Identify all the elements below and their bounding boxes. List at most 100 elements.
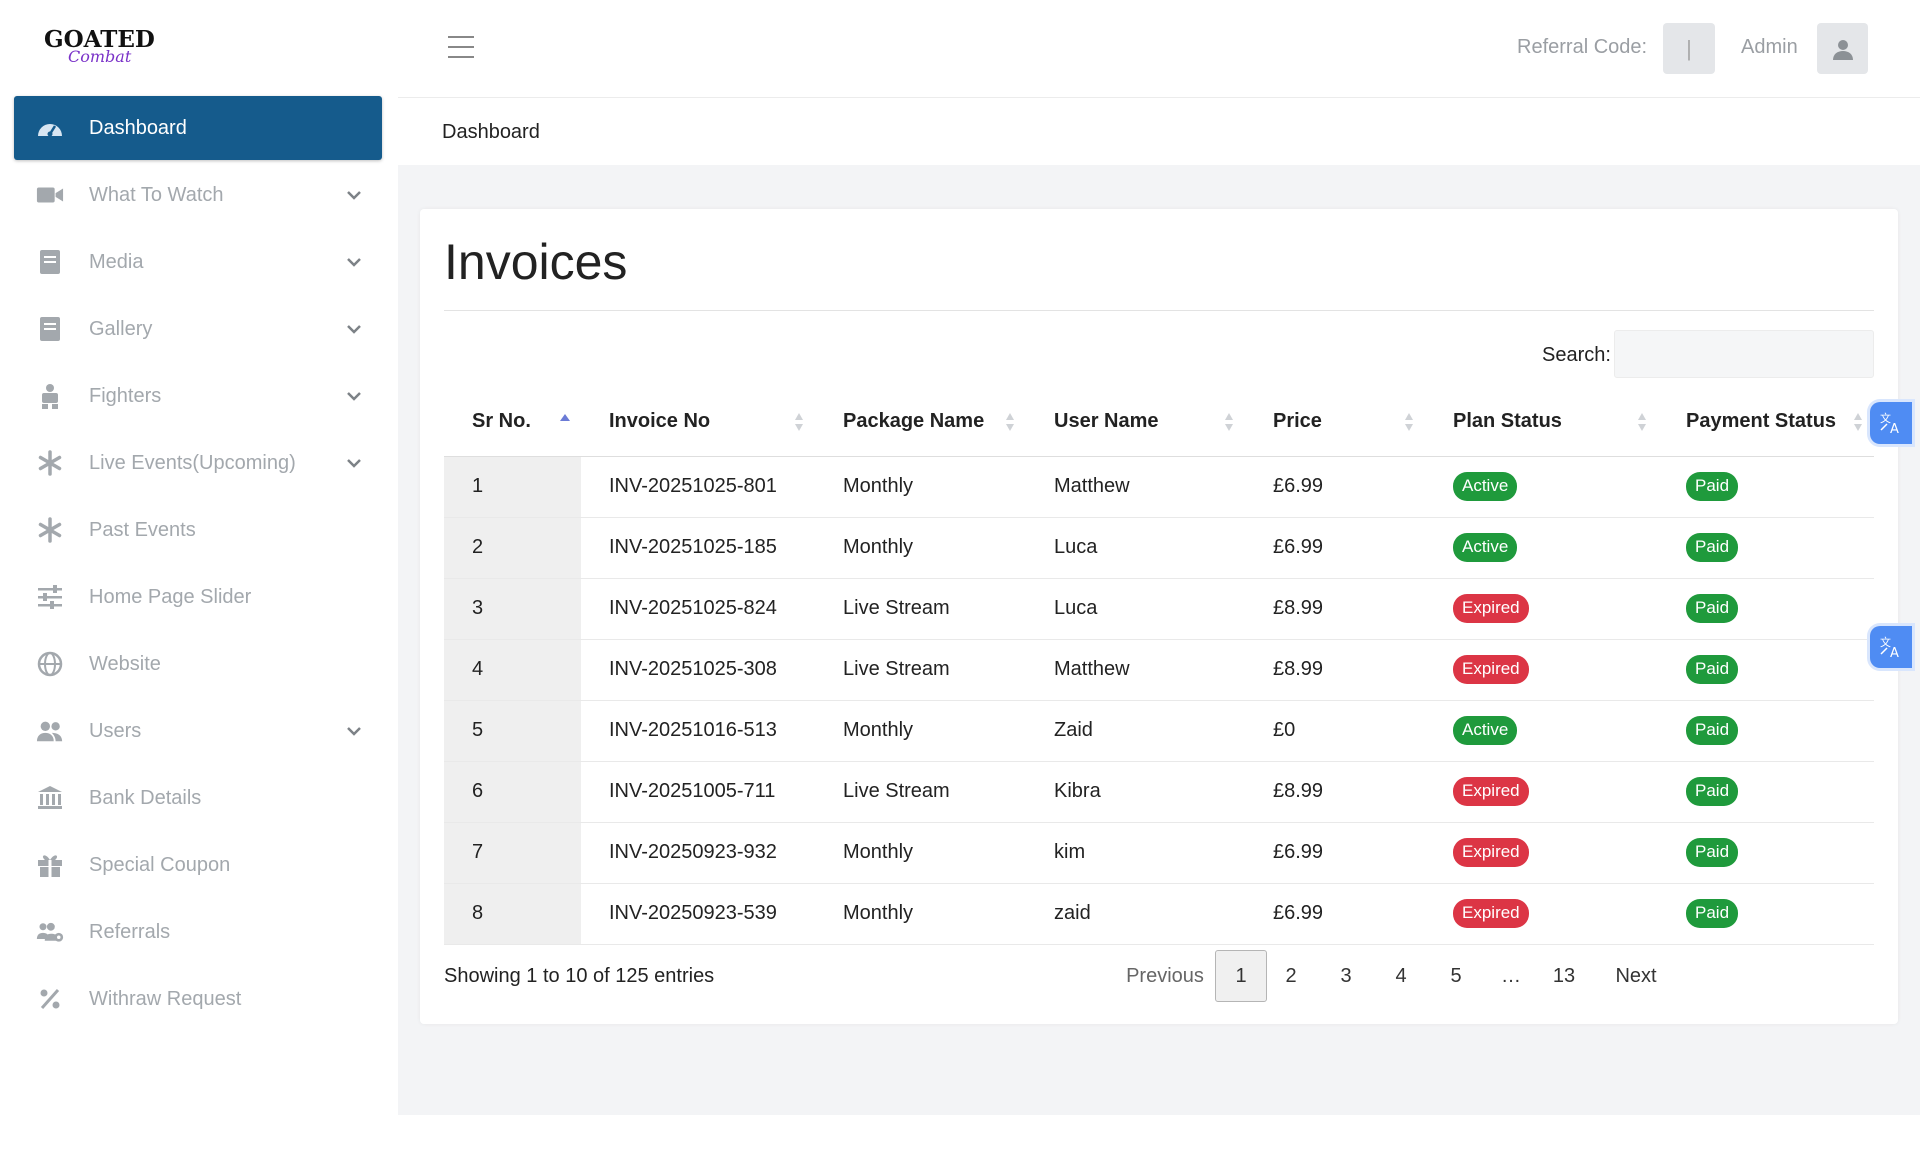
sidebar-item-what-to-watch[interactable]: What To Watch [14,163,382,227]
table-row: 5 INV-20251016-513 Monthly Zaid £0 Active Paid [444,700,1874,762]
chevron-down-icon[interactable] [344,252,364,272]
cell-price: £8.99 [1245,761,1425,823]
plan-status-badge: Active [1453,472,1518,501]
sidebar-item-gallery[interactable]: Gallery [14,297,382,361]
sidebar-item-label: Live Events(Upcoming) [89,451,296,474]
sidebar-item-live-events-upcoming[interactable]: Live Events(Upcoming) [14,431,382,495]
cell-package-name: Monthly [815,517,1026,579]
brand-tagline: Combat [68,47,132,66]
page-button-4[interactable]: 4 [1395,964,1407,987]
cell-invoice-no: INV-20250923-539 [581,883,815,945]
sidebar-item-withraw-request[interactable]: Withraw Request [14,967,382,1031]
sidebar-item-special-coupon[interactable]: Special Coupon [14,833,382,897]
chevron-down-icon[interactable] [344,319,364,339]
sidebar-item-label: Users [89,719,142,742]
sidebar-item-bank-details[interactable]: Bank Details [14,766,382,830]
users-icon [36,717,64,745]
sidebar-item-referrals[interactable]: Referrals [14,900,382,964]
cell-payment-status: Paid [1658,761,1874,823]
sort-icon [1223,410,1235,434]
user-avatar-icon[interactable] [1817,23,1868,74]
menu-toggle-icon[interactable] [448,36,474,58]
svg-text:文: 文 [1880,635,1891,649]
cell-invoice-no: INV-20251025-824 [581,578,815,640]
brand-logo[interactable]: GOATED Combat [44,28,155,72]
next-page-button[interactable]: Next [1615,964,1657,987]
chevron-down-icon[interactable] [344,721,364,741]
payment-status-badge: Paid [1686,838,1739,867]
cell-invoice-no: INV-20250923-932 [581,822,815,884]
page-button-3[interactable]: 3 [1340,964,1352,987]
page-button-5[interactable]: 5 [1450,964,1462,987]
sort-icon [1636,410,1648,434]
cell-plan-status: Expired [1425,883,1658,945]
column-header-user-name[interactable]: User Name [1026,388,1245,457]
previous-page-button[interactable]: Previous [1126,964,1204,987]
payment-status-badge: Paid [1686,716,1739,745]
column-header-label: Payment Status [1686,410,1837,433]
plan-status-badge: Expired [1453,899,1529,928]
admin-name[interactable]: Admin [1741,36,1798,58]
cell-payment-status: Paid [1658,517,1874,579]
column-header-price[interactable]: Price [1245,388,1425,457]
cell-package-name: Live Stream [815,639,1026,701]
cell-user-name: Zaid [1026,700,1245,762]
sidebar-item-past-events[interactable]: Past Events [14,498,382,562]
chevron-down-icon[interactable] [344,386,364,406]
cell-plan-status: Expired [1425,578,1658,640]
content-footer-area [398,1115,1920,1174]
page-button-13[interactable]: 13 [1552,964,1576,987]
search-input[interactable] [1614,330,1874,378]
cell-payment-status: Paid [1658,578,1874,640]
sidebar-item-fighters[interactable]: Fighters [14,364,382,428]
asterisk-icon [36,449,64,477]
payment-status-badge: Paid [1686,472,1739,501]
cell-payment-status: Paid [1658,639,1874,701]
column-header-invoice-no[interactable]: Invoice No [581,388,815,457]
cell-plan-status: Expired [1425,639,1658,701]
book-icon [36,248,64,276]
cell-sr-no: 3 [444,578,581,640]
page-button-2[interactable]: 2 [1285,964,1297,987]
sidebar-item-website[interactable]: Website [14,632,382,696]
column-header-sr-no[interactable]: Sr No. [444,388,581,457]
users-cog-icon [36,918,64,946]
percent-icon [36,985,64,1013]
breadcrumb-bar: Dashboard [398,99,1920,165]
table-row: 2 INV-20251025-185 Monthly Luca £6.99 Active P… [444,517,1874,579]
page-button-1[interactable]: 1 [1215,950,1267,1002]
gauge-icon [36,114,64,142]
sidebar-item-home-page-slider[interactable]: Home Page Slider [14,565,382,629]
cell-package-name: Monthly [815,822,1026,884]
search-label: Search: [1542,344,1611,366]
bank-icon [36,784,64,812]
column-header-label: Invoice No [609,410,711,433]
cell-price: £6.99 [1245,517,1425,579]
sidebar-item-media[interactable]: Media [14,230,382,294]
plan-status-badge: Expired [1453,594,1529,623]
column-header-plan-status[interactable]: Plan Status [1425,388,1658,457]
sidebar-item-label: Withraw Request [89,987,242,1010]
table-row: 8 INV-20250923-539 Monthly zaid £6.99 Expired… [444,883,1874,945]
column-header-package-name[interactable]: Package Name [815,388,1026,457]
breadcrumb[interactable]: Dashboard [442,121,540,143]
column-header-label: Plan Status [1453,410,1562,433]
cell-invoice-no: INV-20251005-711 [581,761,815,823]
sort-icon [793,410,805,434]
chevron-down-icon[interactable] [344,453,364,473]
cell-package-name: Monthly [815,700,1026,762]
cell-package-name: Monthly [815,456,1026,518]
sidebar-item-users[interactable]: Users [14,699,382,763]
referral-code-value[interactable]: | [1663,23,1715,74]
cell-user-name: zaid [1026,883,1245,945]
sidebar-item-label: Special Coupon [89,853,231,876]
chevron-down-icon[interactable] [344,185,364,205]
column-header-payment-status[interactable]: Payment Status [1658,388,1874,457]
sidebar-item-dashboard[interactable]: Dashboard [14,96,382,160]
sidebar-item-label: Referrals [89,920,171,943]
cell-payment-status: Paid [1658,822,1874,884]
cell-invoice-no: INV-20251025-308 [581,639,815,701]
sidebar-item-label: Dashboard [89,116,187,139]
